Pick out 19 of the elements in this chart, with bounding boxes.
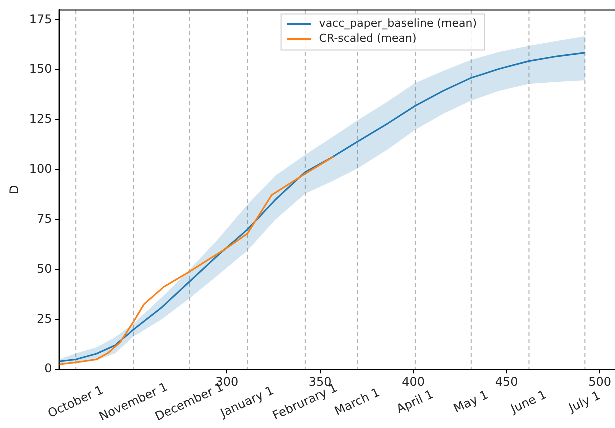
x-tick-label: 400 (402, 374, 426, 389)
ref-line-label: July 1 (566, 388, 603, 416)
x-tick-label: 500 (588, 374, 612, 389)
ref-line-label: May 1 (452, 388, 490, 416)
y-tick-label: 100 (29, 162, 52, 176)
y-tick-label: 150 (29, 62, 52, 76)
legend-label: CR-scaled (mean) (319, 32, 417, 46)
x-tick-label: 350 (308, 374, 332, 389)
legend-label: vacc_paper_baseline (mean) (319, 17, 478, 30)
ref-line-label: June 1 (508, 388, 549, 417)
y-axis-title: D (7, 185, 22, 195)
y-tick-label: 75 (37, 212, 52, 226)
y-tick-label: 175 (29, 12, 52, 26)
y-tick-label: 0 (44, 362, 52, 376)
x-tick-label: 450 (495, 374, 518, 389)
ref-line-label: April 1 (394, 387, 436, 416)
y-tick-label: 25 (37, 312, 52, 326)
y-tick-label: 125 (29, 112, 52, 126)
y-tick-label: 50 (37, 262, 52, 276)
